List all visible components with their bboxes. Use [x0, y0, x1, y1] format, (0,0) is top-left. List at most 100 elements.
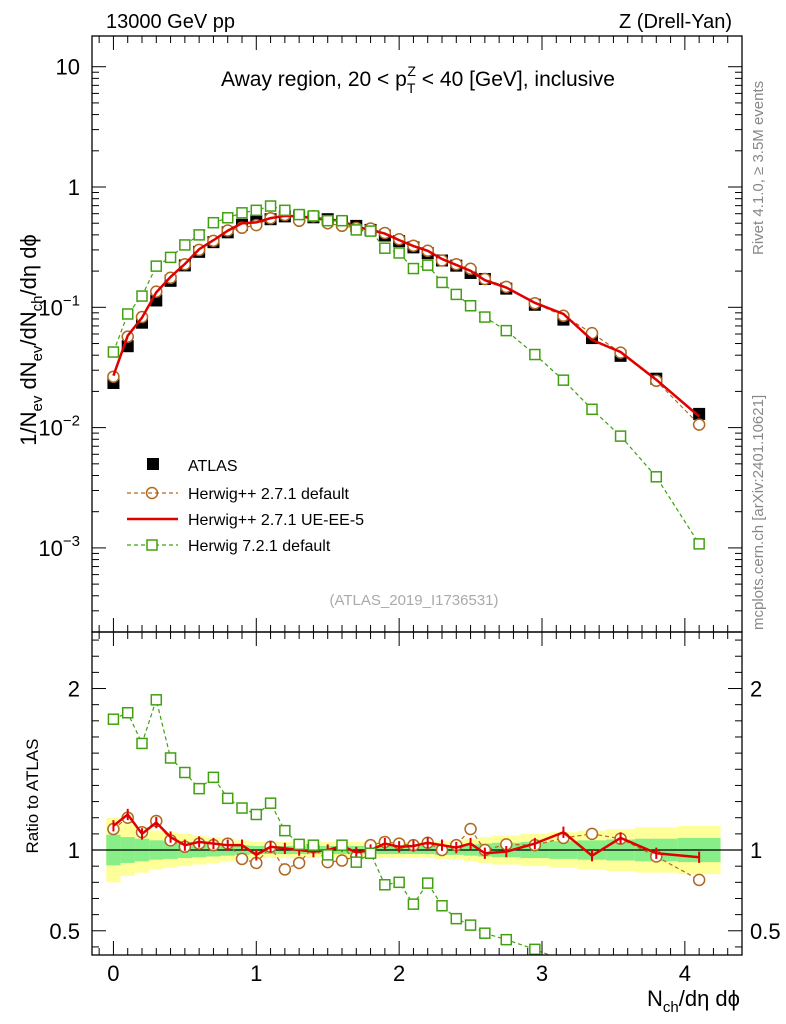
xtick-label-4: 4 [679, 961, 691, 986]
point-herwig-7-2-1-default-17 [350, 224, 363, 236]
line-herwig-2-7-1-ue-ee-5 [112, 214, 700, 418]
ratio-point-herwig-7-2-1-default-27 [500, 933, 513, 946]
ratio-ytick-label-left-0.5: 0.5 [49, 919, 80, 944]
ratio-point-herwig-7-2-1-default-21 [407, 898, 420, 910]
ytick-label-10: 10 [56, 55, 80, 80]
point-herwig-2-7-1-default-0 [107, 370, 120, 383]
line-herwig-7-2-1-default [112, 205, 700, 545]
legend-label-herwig7-default: Herwig 7.2.1 default [188, 538, 331, 555]
ratio-point-herwig-7-2-1-default-5 [179, 766, 191, 779]
ratio-point-herwig-7-2-1-default-31 [616, 972, 626, 982]
ratio-point-herwig-7-2-1-default-10 [250, 808, 263, 821]
ratio-point-herwig-7-2-1-default-3 [150, 694, 163, 706]
ratio-point-herwig-7-2-1-default-17 [350, 856, 363, 868]
header-right: Z (Drell-Yan) [619, 11, 732, 33]
main-panel-series [107, 200, 706, 550]
point-herwig-7-2-1-default-25 [464, 300, 477, 312]
ratio-point-herwig-7-2-1-default-22 [421, 877, 434, 889]
legend-marker-herwigpp-default [145, 486, 159, 500]
ratio-point-herwig-2-7-1-default-30 [585, 827, 599, 841]
ytick-label-0.01: 10−2 [38, 413, 80, 441]
legend-marker-atlas [147, 458, 159, 470]
ratio-ytick-label-right-1: 1 [750, 838, 762, 863]
point-herwig-7-2-1-default-28 [529, 348, 541, 361]
point-herwig-7-2-1-default-4 [164, 251, 177, 264]
ratio-point-herwig-2-7-1-default-33 [692, 873, 706, 887]
point-herwig-7-2-1-default-33 [693, 538, 705, 550]
ytick-label-1: 1 [68, 175, 80, 200]
point-herwig-7-2-1-default-32 [650, 471, 663, 483]
chart-title: Away region, 20 < pTZ < 40 [GeV], inclus… [221, 63, 615, 96]
ratio-ytick-label-right-0.5: 0.5 [750, 919, 781, 944]
legend-label-herwigpp-default: Herwig++ 2.7.1 default [188, 486, 350, 503]
ratio-point-herwig-7-2-1-default-30 [587, 965, 597, 975]
ytick-label-0.001: 10−3 [38, 533, 80, 561]
point-herwig-7-2-1-default-19 [379, 242, 391, 254]
title-sub: T [407, 80, 416, 96]
point-herwig-7-2-1-default-7 [207, 216, 220, 229]
ratio-point-herwig-7-2-1-default-28 [529, 943, 541, 955]
point-herwig-7-2-1-default-26 [479, 311, 491, 323]
point-herwig-7-2-1-default-16 [336, 214, 348, 227]
y-axis-label: 1/Nev dNev/dNch/dη dϕ [16, 234, 46, 446]
point-herwig-7-2-1-default-1 [121, 308, 134, 320]
point-herwig-7-2-1-default-12 [279, 204, 291, 217]
ratio-ytick-label-left-2: 2 [68, 677, 80, 702]
point-herwig-7-2-1-default-27 [500, 324, 513, 337]
point-herwig-7-2-1-default-10 [250, 204, 263, 217]
analysis-watermark: (ATLAS_2019_I1736531) [329, 592, 498, 609]
xtick-label-1: 1 [250, 961, 262, 986]
ratio-y-axis-label: Ratio to ATLAS [23, 739, 42, 854]
point-herwig-7-2-1-default-29 [557, 374, 570, 386]
xtick-label-2: 2 [393, 961, 405, 986]
title-sup: Z [407, 63, 416, 79]
point-herwig-7-2-1-default-18 [364, 225, 377, 237]
point-herwig-2-7-1-default-33 [692, 418, 706, 431]
ratio-point-herwig-2-7-1-default-13 [292, 856, 306, 870]
rivet-label: Rivet 4.1.0, ≥ 3.5M events [750, 81, 767, 255]
ratio-point-herwig-7-2-1-default-9 [236, 802, 248, 814]
point-herwig-7-2-1-default-9 [236, 207, 248, 219]
x-axis-label: Nch/dη dϕ [647, 986, 740, 1016]
point-herwig-7-2-1-default-20 [393, 247, 405, 259]
ratio-point-herwig-7-2-1-default-0 [107, 713, 120, 725]
ratio-point-herwig-7-2-1-default-4 [164, 752, 177, 764]
ratio-point-herwig-7-2-1-default-2 [136, 737, 148, 750]
ratio-line-herwig-2-7-1-ue-ee-5 [112, 812, 700, 859]
legend-label-atlas: ATLAS [188, 458, 238, 475]
legend-label-herwigpp-ue-ee-5: Herwig++ 2.7.1 UE-EE-5 [188, 512, 364, 529]
point-herwig-7-2-1-default-31 [614, 430, 627, 442]
ratio-point-herwig-2-7-1-default-25 [464, 822, 477, 836]
ratio-ytick-label-left-1: 1 [68, 838, 80, 863]
xtick-label-3: 3 [536, 961, 548, 986]
ratio-point-herwig-7-2-1-default-20 [393, 876, 405, 889]
point-herwig-7-2-1-default-11 [264, 200, 277, 212]
legend: ATLAS Herwig++ 2.7.1 default Herwig++ 2.… [127, 458, 364, 555]
point-herwig-7-2-1-default-13 [293, 208, 305, 221]
xtick-label-0: 0 [107, 961, 119, 986]
ratio-point-herwig-7-2-1-default-1 [121, 707, 134, 719]
point-atlas-33 [693, 407, 706, 420]
ratio-point-herwig-7-2-1-default-13 [293, 838, 305, 851]
header-left: 13000 GeV pp [106, 11, 235, 33]
ratio-point-herwig-7-2-1-default-14 [307, 839, 320, 851]
ratio-point-herwig-7-2-1-default-25 [464, 919, 477, 931]
ratio-point-herwig-7-2-1-default-12 [279, 824, 291, 837]
legend-marker-herwig7-default [146, 539, 158, 551]
point-herwig-7-2-1-default-5 [179, 239, 191, 251]
ratio-ytick-label-right-2: 2 [750, 677, 762, 702]
ratio-point-herwig-7-2-1-default-19 [379, 878, 391, 891]
ratio-point-herwig-2-7-1-default-9 [235, 852, 249, 866]
point-herwig-7-2-1-default-30 [586, 403, 598, 416]
point-herwig-7-2-1-default-22 [421, 259, 434, 271]
ratio-point-herwig-7-2-1-default-11 [264, 797, 277, 809]
ratio-point-herwig-7-2-1-default-23 [436, 899, 448, 912]
ratio-point-herwig-7-2-1-default-26 [479, 927, 491, 939]
point-herwig-7-2-1-default-14 [307, 210, 320, 222]
ratio-panel-frame [91, 631, 743, 956]
axes: 0 1 2 3 4 10 1 10−1 10−2 10−3 0.5 0.5 1 1 2 2 [38, 35, 781, 986]
ratio-point-herwig-2-7-1-default-16 [335, 854, 349, 867]
ratio-point-herwig-7-2-1-default-6 [193, 782, 205, 795]
point-herwig-7-2-1-default-21 [407, 262, 420, 275]
